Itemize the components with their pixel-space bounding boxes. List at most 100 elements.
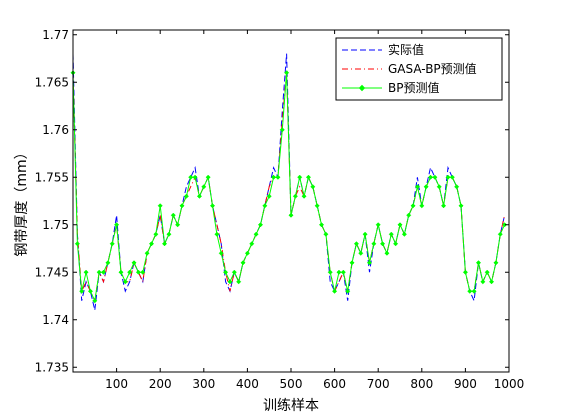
data-point	[275, 174, 281, 180]
legend-marker	[358, 84, 366, 92]
data-point	[140, 269, 146, 275]
data-point	[362, 231, 368, 237]
data-point	[436, 184, 442, 190]
data-point	[432, 174, 438, 180]
data-point	[388, 231, 394, 237]
data-point	[336, 269, 342, 275]
data-point	[467, 288, 473, 294]
data-point	[410, 203, 416, 209]
data-point	[484, 269, 490, 275]
ticks-layer: 100 200 300 400 500 600 700 800 900 1000 1.735 1.74…	[35, 28, 525, 391]
data-point	[445, 174, 451, 180]
y-tick-label: 1.755	[35, 170, 69, 184]
data-point	[127, 269, 133, 275]
x-tick-label: 1000	[494, 377, 525, 391]
data-point	[366, 260, 373, 266]
data-point	[231, 269, 237, 275]
data-point	[105, 260, 111, 266]
data-point	[340, 269, 346, 275]
data-point	[471, 288, 477, 294]
data-point	[118, 269, 124, 275]
data-point	[96, 269, 102, 275]
data-point	[502, 222, 508, 228]
data-point	[92, 298, 98, 304]
data-point	[441, 203, 447, 209]
y-tick-label: 1.77	[42, 28, 69, 42]
x-tick-label: 400	[236, 377, 259, 391]
data-point	[244, 250, 250, 256]
data-point	[345, 288, 351, 294]
series-3	[70, 70, 508, 304]
data-point	[205, 174, 211, 180]
data-point	[271, 174, 277, 180]
x-axis-title: 训练样本	[263, 398, 319, 414]
data-point	[493, 260, 499, 266]
data-point	[79, 288, 85, 294]
data-point	[162, 241, 168, 247]
data-point	[489, 279, 495, 285]
data-point	[371, 241, 377, 247]
y-tick-label: 1.74	[42, 313, 69, 327]
data-point	[427, 174, 434, 180]
y-axis-title: 钢带厚度（mm）	[14, 145, 30, 256]
data-point	[406, 212, 412, 218]
y-tick-label: 1.735	[35, 360, 69, 374]
data-point	[323, 231, 329, 237]
legend-label: 实际值	[388, 42, 424, 57]
data-point	[135, 269, 141, 275]
data-point	[201, 184, 207, 190]
data-point	[393, 241, 399, 247]
data-point	[170, 212, 176, 218]
x-tick-label: 700	[367, 377, 390, 391]
data-point	[100, 269, 107, 275]
data-point	[183, 193, 189, 199]
x-tick-label: 300	[192, 377, 215, 391]
x-tick-label: 600	[323, 377, 346, 391]
y-tick-label: 1.745	[35, 265, 69, 279]
data-point	[310, 184, 316, 190]
legend-label: BP预测值	[388, 80, 439, 95]
data-point	[380, 241, 386, 247]
data-point	[305, 174, 311, 180]
x-tick-label: 100	[105, 377, 128, 391]
x-tick-label: 900	[454, 377, 477, 391]
data-point	[262, 203, 268, 209]
data-point	[227, 279, 233, 285]
data-point	[397, 222, 403, 228]
data-point	[349, 260, 355, 266]
data-point	[144, 250, 150, 256]
data-point	[122, 279, 128, 285]
data-point	[375, 222, 381, 228]
data-point	[157, 203, 163, 209]
data-point	[462, 269, 468, 275]
y-tick-label: 1.76	[42, 123, 69, 137]
data-point	[236, 279, 242, 285]
data-point	[209, 203, 216, 209]
data-point	[109, 241, 115, 247]
data-point	[458, 203, 464, 209]
data-point	[188, 174, 194, 180]
data-point	[175, 222, 181, 228]
data-point	[414, 184, 420, 190]
data-point	[214, 231, 220, 237]
legend-box	[335, 37, 503, 101]
data-point	[423, 184, 429, 190]
y-tick-label: 1.765	[35, 75, 69, 89]
data-point	[327, 269, 333, 275]
x-tick-label: 500	[280, 377, 303, 391]
x-tick-label: 800	[410, 377, 433, 391]
data-point	[419, 203, 425, 209]
data-point	[131, 260, 137, 266]
data-point	[288, 212, 294, 218]
data-point	[449, 174, 455, 180]
data-point	[240, 260, 246, 266]
data-point	[401, 231, 407, 237]
data-point	[358, 250, 364, 256]
data-point	[249, 241, 255, 247]
data-point	[257, 222, 264, 228]
data-point	[332, 288, 338, 294]
data-point	[318, 222, 325, 228]
data-point	[179, 203, 185, 209]
legend: 实际值 GASA-BP预测值 BP预测值	[335, 37, 503, 101]
